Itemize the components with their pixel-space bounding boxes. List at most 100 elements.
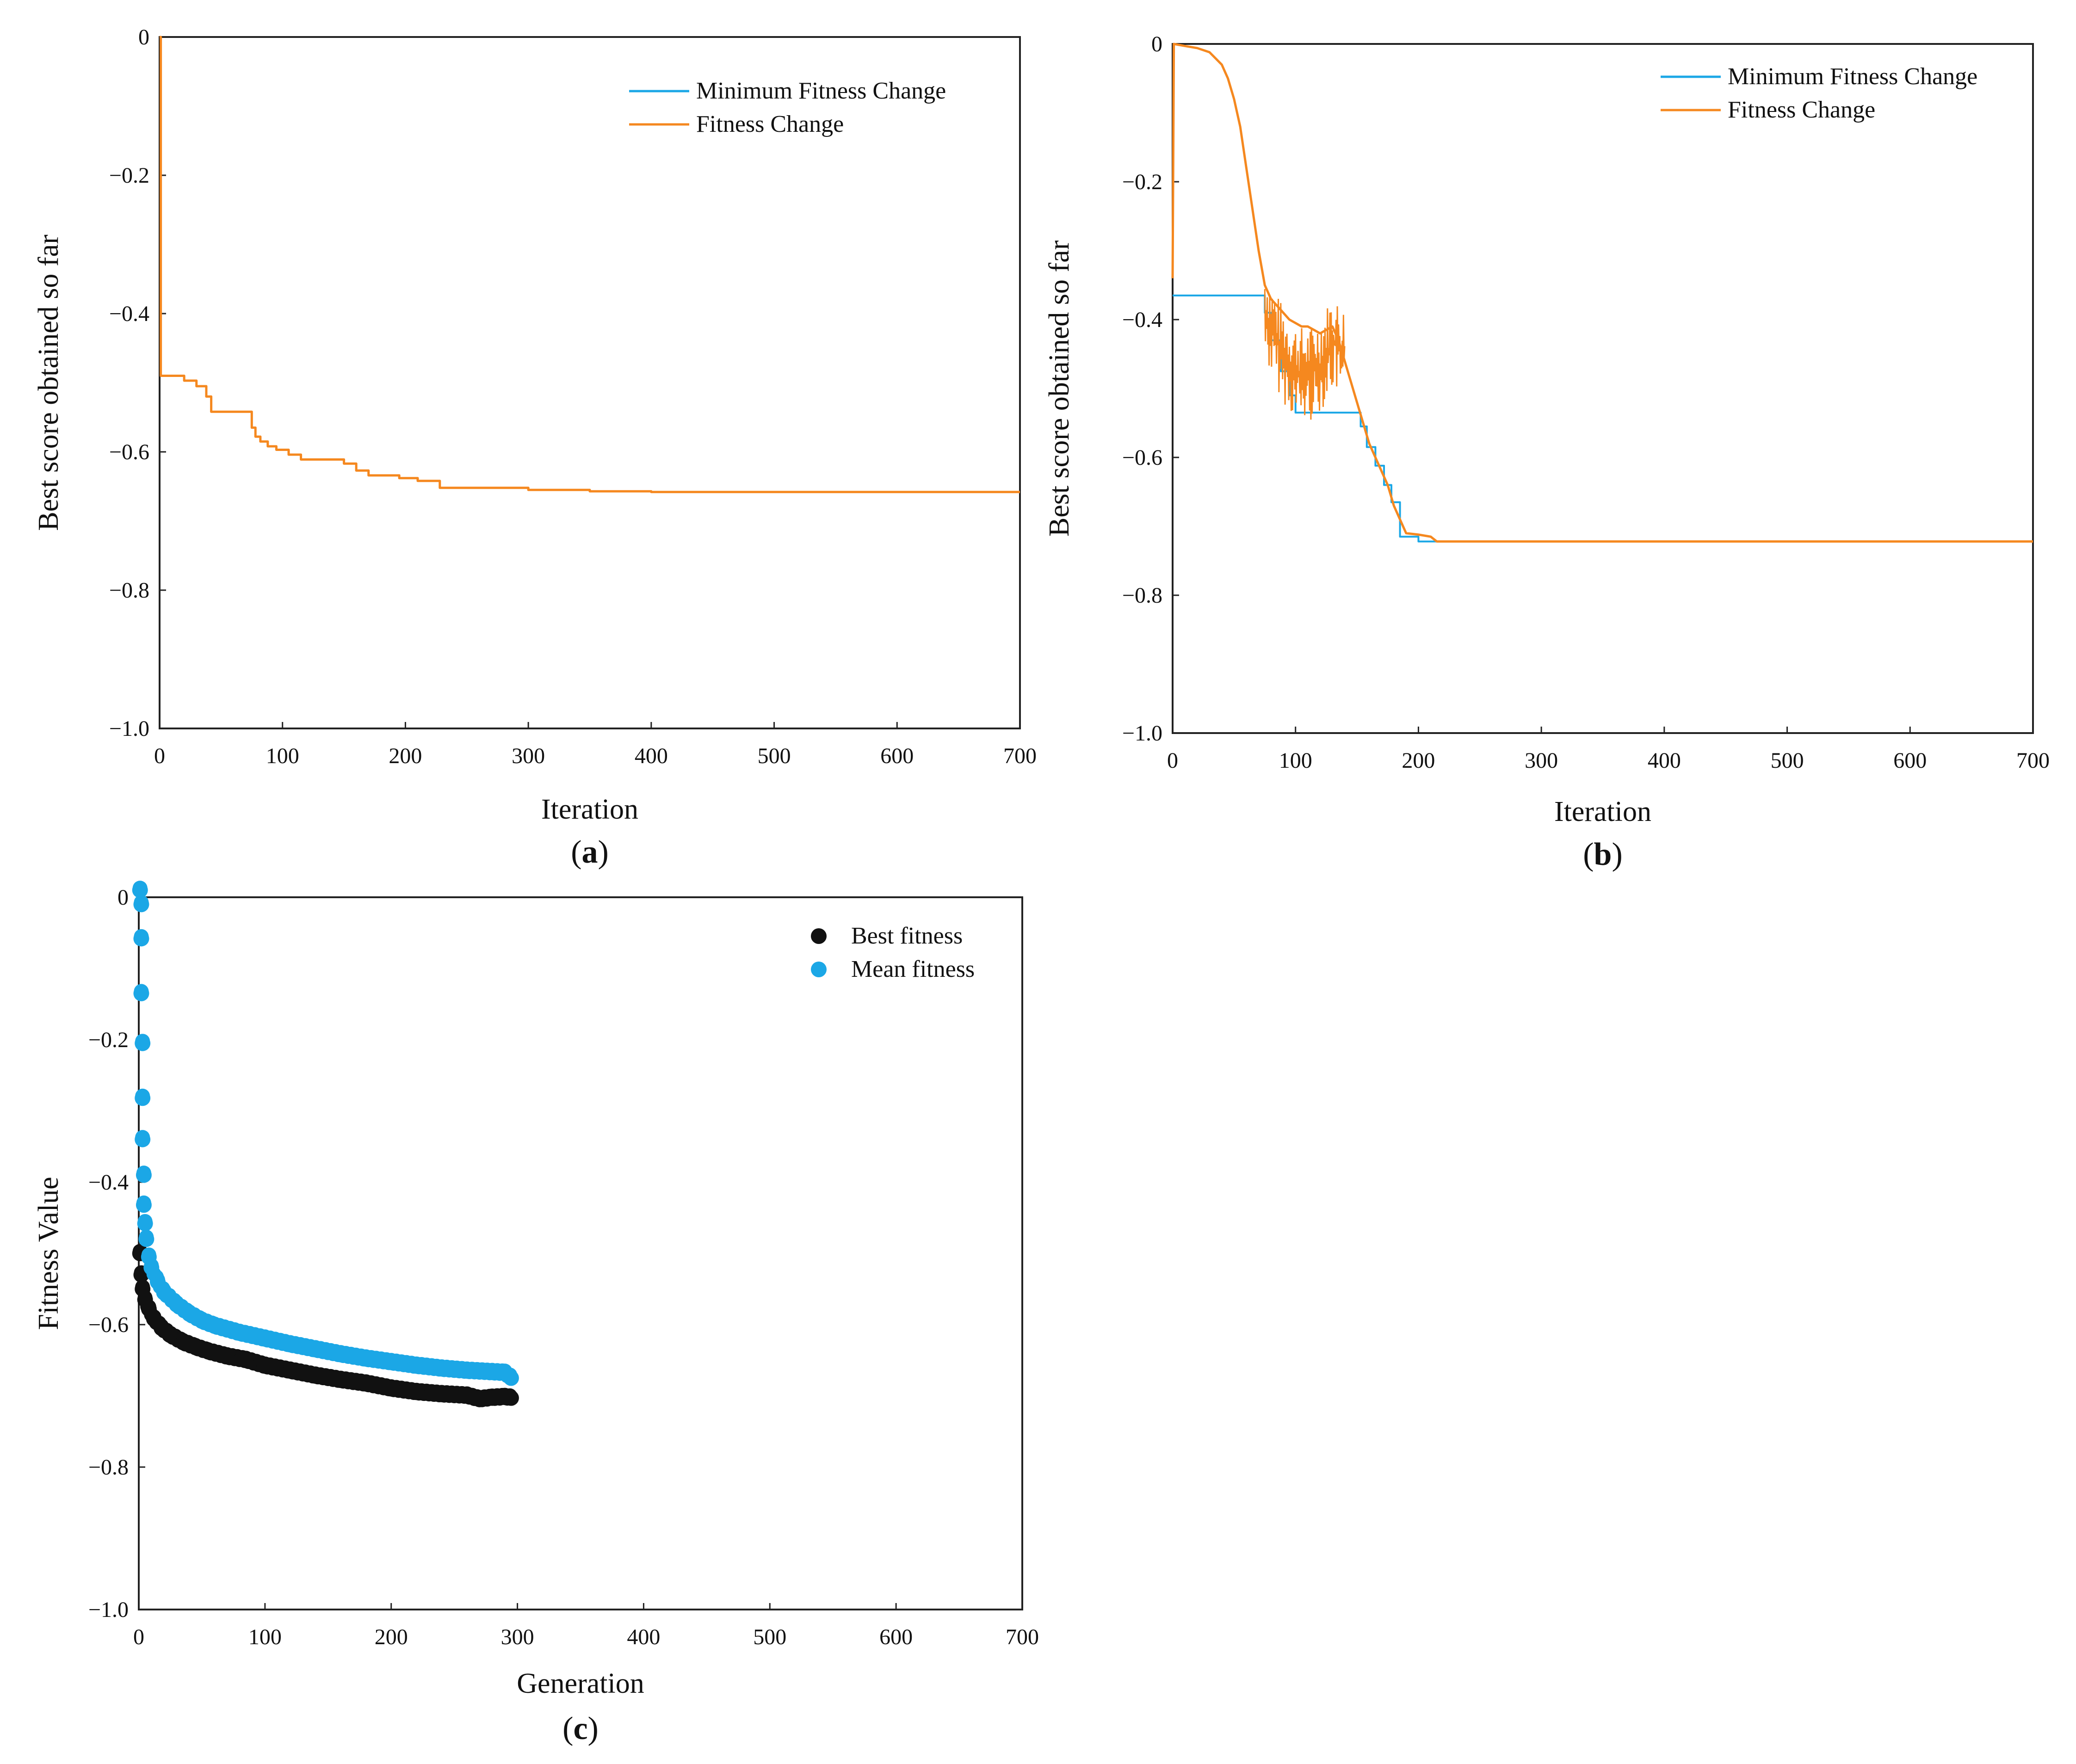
y-tick-label: −0.8 <box>1122 583 1162 608</box>
series-line-fitness-change-noise <box>1264 289 1346 420</box>
x-tick-label: 200 <box>375 1625 408 1649</box>
x-tick-label: 500 <box>1771 748 1804 773</box>
y-tick-label: −0.6 <box>88 1313 129 1337</box>
x-tick-label: 700 <box>1003 744 1037 768</box>
series-line-fitness-change <box>1171 43 2033 543</box>
y-tick-label: −0.8 <box>88 1455 129 1480</box>
y-tick-label: 0 <box>117 885 129 910</box>
legend-label: Fitness Change <box>696 111 844 137</box>
scatter-point-best-fitness <box>187 1339 204 1356</box>
scatter-point-best-fitness <box>175 1334 191 1351</box>
scatter-point-mean-fitness <box>194 1313 210 1329</box>
y-tick-label: −0.4 <box>109 302 149 326</box>
legend-label: Fitness Change <box>1728 97 1875 123</box>
scatter-point-best-fitness <box>238 1352 254 1368</box>
y-tick-label: −0.4 <box>1122 308 1162 332</box>
x-tick-label: 600 <box>879 1625 913 1649</box>
x-tick-label: 100 <box>1279 748 1312 773</box>
legend-label: Best fitness <box>851 923 963 949</box>
x-tick-label: 0 <box>154 744 165 768</box>
x-tick-label: 0 <box>1167 748 1178 773</box>
x-axis-title: Iteration <box>1554 796 1651 827</box>
scatter-point-best-fitness <box>503 1390 519 1406</box>
scatter-point-best-fitness <box>358 1375 374 1392</box>
scatter-point-mean-fitness <box>133 896 149 913</box>
y-tick-label: −0.2 <box>109 163 149 188</box>
series-line-fitness-change <box>160 36 1020 493</box>
scatter-point-mean-fitness <box>138 1231 154 1247</box>
y-tick-label: 0 <box>1151 32 1162 56</box>
scatter-point-mean-fitness <box>333 1346 349 1363</box>
scatter-point-mean-fitness <box>168 1296 185 1313</box>
y-tick-label: 0 <box>138 25 149 49</box>
scatter-point-mean-fitness <box>282 1337 298 1353</box>
scatter-point-best-fitness <box>219 1349 235 1365</box>
scatter-point-mean-fitness <box>232 1325 248 1341</box>
scatter-point-best-fitness <box>162 1327 179 1344</box>
y-tick-label: −0.2 <box>1122 170 1162 194</box>
x-tick-label: 100 <box>266 744 299 768</box>
panel-caption: (a) <box>571 834 609 870</box>
scatter-point-mean-fitness <box>308 1341 323 1357</box>
x-tick-label: 0 <box>133 1625 144 1649</box>
scatter-point-mean-fitness <box>459 1363 475 1379</box>
scatter-point-best-fitness <box>459 1388 475 1404</box>
x-tick-label: 400 <box>1648 748 1681 773</box>
x-tick-label: 300 <box>1525 748 1558 773</box>
scatter-point-mean-fitness <box>135 1131 151 1147</box>
scatter-point-mean-fitness <box>181 1306 198 1322</box>
x-tick-label: 300 <box>512 744 545 768</box>
x-tick-label: 200 <box>389 744 422 768</box>
y-axis-title: Best score obtained so far <box>1044 240 1075 537</box>
legend-label: Mean fitness <box>851 956 975 982</box>
y-axis-title: Fitness Value <box>33 1177 64 1330</box>
panel-a: 0 100 200 300 400 500 600 700 0 −0.2 −0.4 −0.6 −0.8 −… <box>33 25 1037 870</box>
x-axis-title: Iteration <box>541 794 638 825</box>
legend-label: Minimum Fitness Change <box>1728 63 1977 90</box>
x-tick-label: 700 <box>1006 1625 1039 1649</box>
scatter-point-best-fitness <box>383 1381 399 1397</box>
scatter-point-mean-fitness <box>132 882 148 898</box>
plot-frame <box>159 36 1021 729</box>
scatter-point-mean-fitness <box>136 1197 152 1213</box>
y-tick-label: −0.6 <box>1122 445 1162 470</box>
x-tick-label: 500 <box>758 744 791 768</box>
scatter-point-best-fitness <box>484 1390 500 1406</box>
scatter-point-best-fitness <box>408 1384 425 1400</box>
y-tick-label: −1.0 <box>88 1597 129 1622</box>
panel-b: 0 100 200 300 400 500 600 700 0 −0.2 −0.4 −0.6 −0.8 −… <box>1044 32 2050 872</box>
x-tick-label: 500 <box>753 1625 786 1649</box>
plot-frame <box>1172 43 2034 734</box>
scatter-point-best-fitness <box>282 1363 298 1379</box>
scatter-point-mean-fitness <box>484 1364 500 1381</box>
scatter-point-mean-fitness <box>143 1259 160 1276</box>
scatter-point-mean-fitness <box>433 1361 450 1377</box>
scatter-point-mean-fitness <box>257 1331 273 1347</box>
y-tick-label: −1.0 <box>109 716 149 741</box>
scatter-point-mean-fitness <box>156 1284 172 1301</box>
scatter-point-mean-fitness <box>135 1090 151 1106</box>
legend-swatch <box>811 962 827 977</box>
scatter-point-mean-fitness <box>133 931 149 947</box>
scatter-point-best-fitness <box>333 1372 349 1388</box>
panel-caption: (b) <box>1583 837 1623 872</box>
scatter-point-mean-fitness <box>383 1354 399 1370</box>
y-tick-label: −1.0 <box>1122 721 1162 746</box>
scatter-point-best-fitness <box>433 1386 450 1402</box>
scatter-point-mean-fitness <box>206 1318 222 1334</box>
scatter-point-mean-fitness <box>408 1358 425 1374</box>
scatter-point-best-fitness <box>308 1368 323 1384</box>
legend-label: Minimum Fitness Change <box>696 78 946 104</box>
x-tick-label: 200 <box>1402 748 1435 773</box>
y-tick-label: −0.4 <box>88 1170 129 1195</box>
plot-frame <box>138 896 1023 1610</box>
scatter-point-mean-fitness <box>503 1370 519 1386</box>
x-tick-label: 300 <box>501 1625 534 1649</box>
x-axis-title: Generation <box>517 1668 644 1699</box>
scatter-point-mean-fitness <box>133 985 149 1001</box>
series-line-minimum-fitness-change <box>160 36 1020 493</box>
scatter-point-mean-fitness <box>358 1351 374 1367</box>
legend-swatch <box>811 928 827 944</box>
scatter-point-best-fitness <box>471 1391 488 1407</box>
